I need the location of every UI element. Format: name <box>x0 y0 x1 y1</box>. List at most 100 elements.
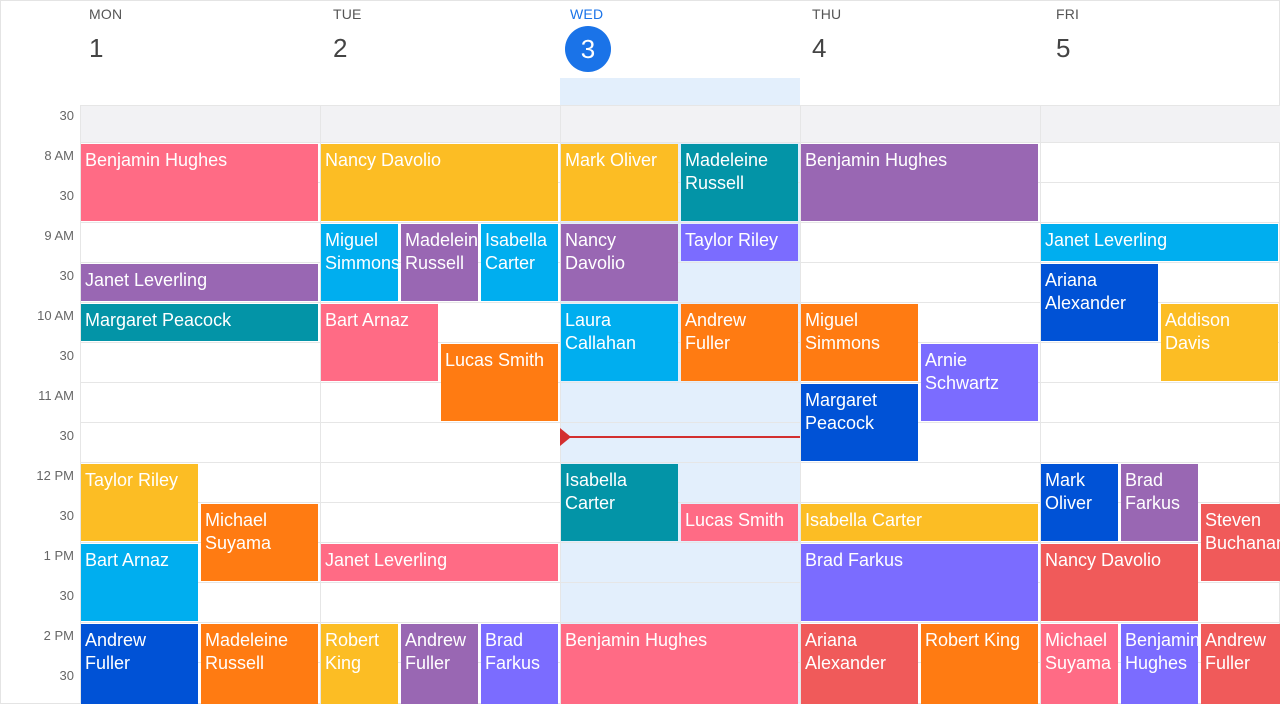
event-title: Ariana Alexander <box>1045 270 1127 313</box>
event-block[interactable]: Brad Farkus <box>1121 464 1198 541</box>
event-title: Madeleine Russell <box>405 230 478 273</box>
event-title: Benjamin Hughes <box>565 630 708 650</box>
event-block[interactable]: Taylor Riley <box>681 224 798 261</box>
event-title: Arnie Schwartz <box>925 350 1000 393</box>
event-title: Robert King <box>325 630 380 673</box>
grid-line <box>320 105 321 704</box>
event-block[interactable]: Taylor Riley <box>81 464 198 541</box>
day-number[interactable]: 4 <box>812 33 827 63</box>
time-label: 12 PM <box>36 468 74 483</box>
event-title: Benjamin Hughes <box>1125 630 1198 673</box>
event-block[interactable]: Michael Suyama <box>1041 624 1118 704</box>
event-title: Miguel Simmons <box>805 310 881 353</box>
event-title: Andrew Fuller <box>685 310 747 353</box>
event-block[interactable]: Lucas Smith <box>681 504 798 541</box>
event-block[interactable]: Nancy Davolio <box>1041 544 1198 621</box>
event-title: Michael Suyama <box>205 510 272 553</box>
event-title: Nancy Davolio <box>1045 550 1162 570</box>
event-title: Margaret Peacock <box>85 310 232 330</box>
time-label: 30 <box>59 268 74 283</box>
event-title: Laura Callahan <box>565 310 637 353</box>
day-header-wed[interactable]: WED 3 <box>561 0 801 78</box>
event-title: Isabella Carter <box>805 510 923 530</box>
event-title: Robert King <box>925 630 1021 650</box>
day-header-fri[interactable]: FRI 5 <box>1047 0 1277 78</box>
event-title: Brad Farkus <box>805 550 904 570</box>
event-block[interactable]: Madeleine Russell <box>201 624 318 704</box>
grid-line <box>800 105 801 704</box>
event-title: Lucas Smith <box>445 350 545 370</box>
grid-line <box>80 382 1280 383</box>
grid-line <box>80 105 81 704</box>
event-block[interactable]: Benjamin Hughes <box>561 624 798 704</box>
event-block[interactable]: Isabella Carter <box>481 224 558 301</box>
time-label: 30 <box>59 508 74 523</box>
event-block[interactable]: Steven Buchanan <box>1201 504 1280 581</box>
grid-line <box>80 622 1280 623</box>
event-block[interactable]: Ariana Alexander <box>801 624 918 704</box>
event-block[interactable]: Andrew Fuller <box>401 624 478 704</box>
event-block[interactable]: Laura Callahan <box>561 304 678 381</box>
day-number[interactable]: 1 <box>89 33 104 63</box>
grid-line <box>80 342 1280 343</box>
event-block[interactable]: Isabella Carter <box>561 464 678 541</box>
event-title: Taylor Riley <box>85 470 179 490</box>
event-title: Brad Farkus <box>485 630 541 673</box>
day-name: MON <box>89 6 123 22</box>
event-block[interactable]: Andrew Fuller <box>681 304 798 381</box>
event-block[interactable]: Nancy Davolio <box>321 144 558 221</box>
event-block[interactable]: Miguel Simmons <box>801 304 918 381</box>
day-number-today[interactable]: 3 <box>565 26 611 72</box>
time-label: 10 AM <box>37 308 74 323</box>
time-label: 1 PM <box>43 548 74 563</box>
event-block[interactable]: Janet Leverling <box>321 544 558 581</box>
time-label: 9 AM <box>44 228 74 243</box>
event-block[interactable]: Arnie Schwartz <box>921 344 1038 421</box>
event-block[interactable]: Brad Farkus <box>801 544 1038 621</box>
grid-line <box>80 582 1280 583</box>
event-block[interactable]: Madeleine Russell <box>401 224 478 301</box>
event-block[interactable]: Mark Oliver <box>1041 464 1118 541</box>
time-label: 30 <box>59 108 74 123</box>
day-name: TUE <box>333 6 362 22</box>
day-header-mon[interactable]: MON 1 <box>80 0 320 78</box>
event-block[interactable]: Benjamin Hughes <box>1121 624 1198 704</box>
day-header-tue[interactable]: TUE 2 <box>324 0 564 78</box>
event-block[interactable]: Margaret Peacock <box>81 304 318 341</box>
time-label: 30 <box>59 588 74 603</box>
event-block[interactable]: Robert King <box>921 624 1038 704</box>
event-block[interactable]: Andrew Fuller <box>81 624 198 704</box>
event-block[interactable]: Bart Arnaz <box>81 544 198 621</box>
grid-line <box>80 262 1280 263</box>
time-label: 30 <box>59 668 74 683</box>
event-block[interactable]: Robert King <box>321 624 398 704</box>
event-title: Addison Davis <box>1165 310 1231 353</box>
event-title: Benjamin Hughes <box>805 150 948 170</box>
event-title: Janet Leverling <box>1045 230 1168 250</box>
event-block[interactable]: Ariana Alexander <box>1041 264 1158 341</box>
event-block[interactable]: Miguel Simmons <box>321 224 398 301</box>
event-block[interactable]: Michael Suyama <box>201 504 318 581</box>
event-block[interactable]: Margaret Peacock <box>801 384 918 461</box>
event-block[interactable]: Mark Oliver <box>561 144 678 221</box>
event-block[interactable]: Nancy Davolio <box>561 224 678 301</box>
event-block[interactable]: Lucas Smith <box>441 344 558 421</box>
event-title: Bart Arnaz <box>85 550 170 570</box>
event-block[interactable]: Benjamin Hughes <box>801 144 1038 221</box>
day-number[interactable]: 2 <box>333 33 348 63</box>
event-block[interactable]: Brad Farkus <box>481 624 558 704</box>
event-block[interactable]: Janet Leverling <box>1041 224 1278 261</box>
time-label: 8 AM <box>44 148 74 163</box>
event-block[interactable]: Madeleine Russell <box>681 144 798 221</box>
event-title: Taylor Riley <box>685 230 779 250</box>
event-block[interactable]: Isabella Carter <box>801 504 1038 541</box>
day-header-thu[interactable]: THU 4 <box>803 0 1043 78</box>
event-title: Michael Suyama <box>1045 630 1112 673</box>
day-number[interactable]: 5 <box>1056 33 1071 63</box>
event-block[interactable]: Andrew Fuller <box>1201 624 1280 704</box>
event-block[interactable]: Bart Arnaz <box>321 304 438 381</box>
event-block[interactable]: Janet Leverling <box>81 264 318 301</box>
grid-line <box>80 182 1280 183</box>
event-block[interactable]: Benjamin Hughes <box>81 144 318 221</box>
event-block[interactable]: Addison Davis <box>1161 304 1278 381</box>
